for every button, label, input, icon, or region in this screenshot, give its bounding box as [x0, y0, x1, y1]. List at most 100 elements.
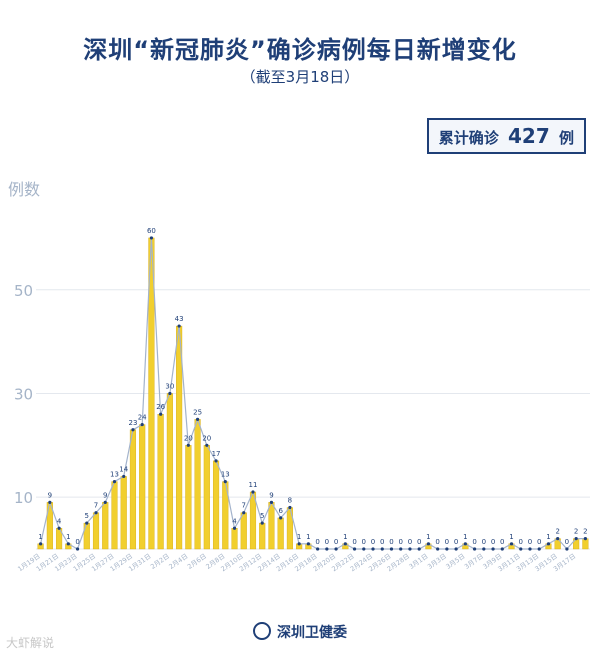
bar [185, 445, 192, 550]
source-credit: 深圳卫健委 [0, 622, 600, 642]
data-label: 17 [212, 450, 221, 458]
data-point [509, 542, 514, 546]
data-point [103, 500, 107, 504]
data-point [528, 547, 532, 551]
y-tick-label: 50 [14, 282, 33, 300]
bar [194, 419, 201, 550]
data-label: 20 [184, 434, 193, 442]
data-label: 1 [66, 533, 70, 541]
data-label: 1 [546, 533, 550, 541]
data-point [334, 547, 338, 551]
data-label: 5 [260, 512, 264, 520]
data-label: 14 [119, 465, 128, 473]
data-label: 4 [232, 517, 237, 525]
data-point [122, 474, 126, 479]
bar [92, 512, 100, 550]
data-label: 0 [472, 538, 476, 546]
data-point [269, 500, 274, 504]
data-point [223, 480, 227, 484]
data-point [279, 516, 283, 520]
data-point [75, 547, 80, 551]
data-label: 0 [371, 538, 375, 546]
data-label: 0 [417, 538, 421, 546]
y-tick-label: 30 [14, 385, 33, 403]
bar [231, 528, 238, 550]
data-label: 11 [249, 481, 258, 489]
data-label: 1 [306, 533, 310, 541]
bar [259, 522, 266, 550]
data-label: 5 [85, 512, 89, 520]
bar [268, 502, 275, 550]
x-tick-label: 2月4日 [167, 552, 189, 571]
bar [157, 414, 164, 550]
data-label: 0 [482, 538, 486, 546]
chart-title: 深圳“新冠肺炎”确诊病例每日新增变化 [83, 36, 517, 64]
data-label: 1 [38, 533, 42, 541]
data-point [149, 236, 154, 240]
data-point [352, 547, 357, 551]
bar [240, 512, 247, 550]
data-label: 4 [57, 517, 62, 525]
data-point [343, 542, 347, 546]
data-label: 0 [528, 538, 532, 546]
data-label: 1 [509, 533, 513, 541]
data-point [389, 547, 394, 551]
bar [120, 476, 127, 550]
bar [111, 481, 118, 550]
data-point [565, 547, 569, 551]
data-label: 0 [389, 538, 393, 546]
data-label: 9 [103, 491, 107, 499]
x-tick-label: 3月7日 [463, 552, 485, 571]
data-point [306, 542, 310, 546]
data-point [482, 547, 486, 551]
bar [139, 424, 146, 550]
data-point [316, 547, 320, 551]
data-label: 30 [165, 382, 174, 390]
data-label: 0 [315, 538, 319, 546]
data-point [57, 526, 61, 530]
data-label: 9 [48, 491, 52, 499]
y-axis-label: 例数 [8, 180, 41, 199]
data-point [260, 521, 264, 525]
data-point [39, 542, 43, 546]
data-label: 13 [221, 471, 230, 479]
data-label: 13 [110, 471, 119, 479]
data-label: 0 [435, 538, 439, 546]
data-point [537, 547, 541, 551]
data-point [214, 459, 218, 463]
data-label: 7 [242, 502, 246, 510]
data-label: 25 [193, 408, 202, 416]
bar [102, 502, 109, 550]
data-point [66, 542, 70, 546]
data-point [371, 547, 375, 551]
data-point [131, 428, 135, 432]
data-point [251, 490, 255, 494]
data-label: 0 [537, 538, 541, 546]
bar [277, 517, 284, 550]
data-label: 20 [202, 434, 211, 442]
data-label: 0 [445, 538, 449, 546]
data-point [491, 547, 495, 551]
data-label: 0 [380, 538, 384, 546]
data-label: 6 [278, 507, 283, 515]
data-point [417, 547, 421, 551]
data-label: 1 [297, 533, 301, 541]
data-point [325, 547, 329, 551]
data-point [500, 547, 504, 551]
bar [203, 445, 210, 550]
data-label: 26 [156, 403, 165, 411]
data-label: 0 [500, 538, 504, 546]
data-label: 0 [491, 538, 495, 546]
data-label: 1 [426, 533, 430, 541]
data-point [297, 542, 301, 546]
data-point [205, 443, 209, 447]
data-point [454, 547, 458, 551]
data-label: 2 [574, 528, 578, 536]
data-point [232, 526, 237, 530]
total-cases-badge: 累计确诊 427 例 [426, 118, 586, 154]
total-cases-value: 427 [508, 124, 550, 148]
total-cases-prefix: 累计确诊 [438, 129, 499, 147]
data-label: 23 [128, 419, 137, 427]
bar [212, 460, 220, 550]
